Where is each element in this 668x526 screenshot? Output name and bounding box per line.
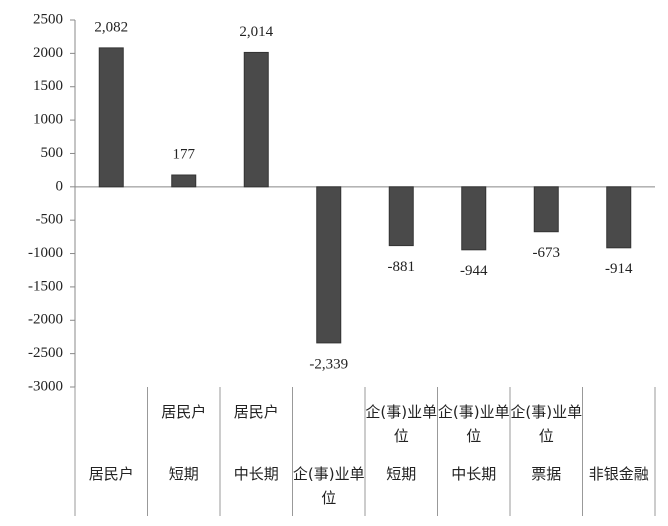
value-label: -2,339: [309, 356, 348, 372]
x-tick-label: 企(事)业单位: [292, 465, 365, 507]
y-tick-label: -2000: [28, 312, 63, 328]
category-group-label: 企(事)业单位: [437, 403, 510, 445]
x-tick-label: 票据: [531, 465, 562, 483]
bar: [388, 186, 414, 247]
bar: [98, 47, 124, 188]
value-label: 177: [173, 146, 196, 162]
value-label: -881: [388, 259, 416, 275]
category-group-label: 企(事)业单位: [510, 403, 583, 445]
y-tick-label: 500: [41, 145, 64, 161]
bar: [243, 51, 269, 188]
x-tick-label: 短期: [168, 465, 199, 483]
bar: [171, 174, 197, 188]
x-tick-label: 中长期: [233, 465, 279, 483]
y-tick-label: 2000: [33, 45, 63, 61]
category-group-label: 企(事)业单位: [365, 403, 438, 445]
value-label: 2,014: [239, 24, 273, 40]
bar: [461, 186, 487, 251]
x-tick-label: 非银金融: [588, 465, 649, 483]
y-tick-label: -1500: [28, 278, 63, 294]
value-label: -914: [605, 261, 633, 277]
y-tick-label: 0: [56, 178, 64, 194]
y-tick-label: 1000: [33, 112, 63, 128]
bar: [533, 186, 559, 233]
bar: [316, 186, 342, 344]
y-tick-label: 1500: [33, 78, 63, 94]
category-group-label: 居民户: [161, 403, 207, 421]
x-tick-label: 中长期: [451, 465, 497, 483]
x-tick-label: 短期: [386, 465, 417, 483]
category-group-label: 居民户: [233, 403, 279, 421]
y-tick-label: -2500: [28, 345, 63, 361]
y-tick-label: 2500: [33, 11, 63, 27]
value-label: 2,082: [94, 19, 128, 35]
y-tick-label: -3000: [28, 378, 63, 394]
x-tick-label: 居民户: [88, 465, 134, 483]
bar: [606, 186, 632, 249]
value-label: -944: [460, 263, 488, 279]
y-tick-label: -1000: [28, 245, 63, 261]
value-label: -673: [533, 245, 561, 261]
y-tick-label: -500: [36, 212, 64, 228]
